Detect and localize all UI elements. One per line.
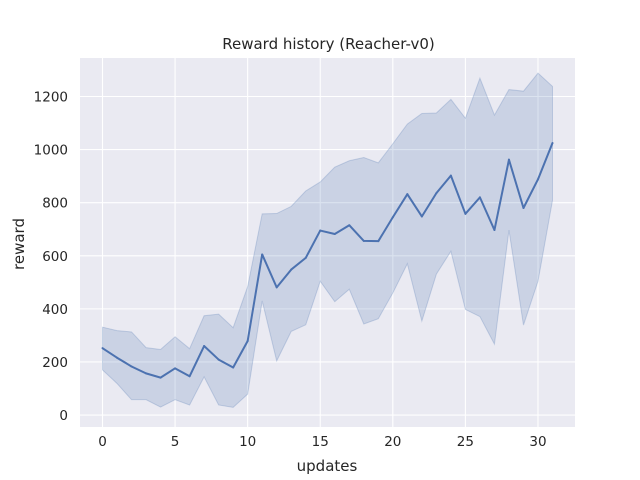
reward-series-line [101, 142, 554, 379]
data-point [348, 224, 351, 227]
y-tick-label: 1000 [34, 143, 68, 159]
data-point [406, 193, 409, 196]
data-point [217, 358, 220, 361]
data-point [551, 141, 554, 144]
x-axis-label: updates [297, 457, 358, 475]
data-point [391, 216, 394, 219]
data-point [275, 286, 278, 289]
y-tick-label: 0 [59, 408, 68, 424]
data-point [145, 372, 148, 375]
data-point [304, 256, 307, 259]
plot-area [80, 58, 575, 427]
x-tick-label: 25 [457, 434, 474, 450]
data-point [478, 196, 481, 199]
y-axis-label: reward [10, 218, 28, 270]
data-point [188, 375, 191, 378]
x-tick-label: 15 [312, 434, 329, 450]
data-point [319, 229, 322, 232]
y-axis-ticks: 0 200 400 600 800 1000 1200 [34, 89, 68, 424]
data-point [261, 253, 264, 256]
data-point [522, 206, 525, 209]
reward-series-points [101, 141, 554, 379]
x-tick-label: 30 [529, 434, 546, 450]
x-axis-ticks: 0 5 10 15 20 25 30 [98, 434, 546, 450]
data-point [507, 158, 510, 161]
data-point [203, 345, 206, 348]
data-point [246, 339, 249, 342]
y-tick-label: 200 [42, 355, 68, 371]
data-point [174, 367, 177, 370]
data-point [464, 212, 467, 215]
y-tick-label: 400 [42, 302, 68, 318]
x-tick-label: 0 [98, 434, 107, 450]
data-point [377, 240, 380, 243]
data-point [159, 376, 162, 379]
confidence-band [102, 72, 553, 408]
data-point [101, 347, 104, 350]
grid-lines [80, 58, 575, 427]
data-point [362, 239, 365, 242]
data-point [130, 365, 133, 368]
data-point [290, 268, 293, 271]
data-point [493, 229, 496, 232]
data-point [232, 366, 235, 369]
x-tick-label: 10 [239, 434, 256, 450]
data-point [333, 233, 336, 236]
x-tick-label: 20 [384, 434, 401, 450]
data-point [449, 174, 452, 177]
y-tick-label: 600 [42, 249, 68, 265]
x-tick-label: 5 [171, 434, 180, 450]
data-point [116, 356, 119, 359]
y-tick-label: 1200 [34, 89, 68, 105]
data-point [435, 192, 438, 195]
y-tick-label: 800 [42, 196, 68, 212]
data-point [420, 215, 423, 218]
chart-title: Reward history (Reacher-v0) [222, 35, 434, 53]
data-point [536, 178, 539, 181]
